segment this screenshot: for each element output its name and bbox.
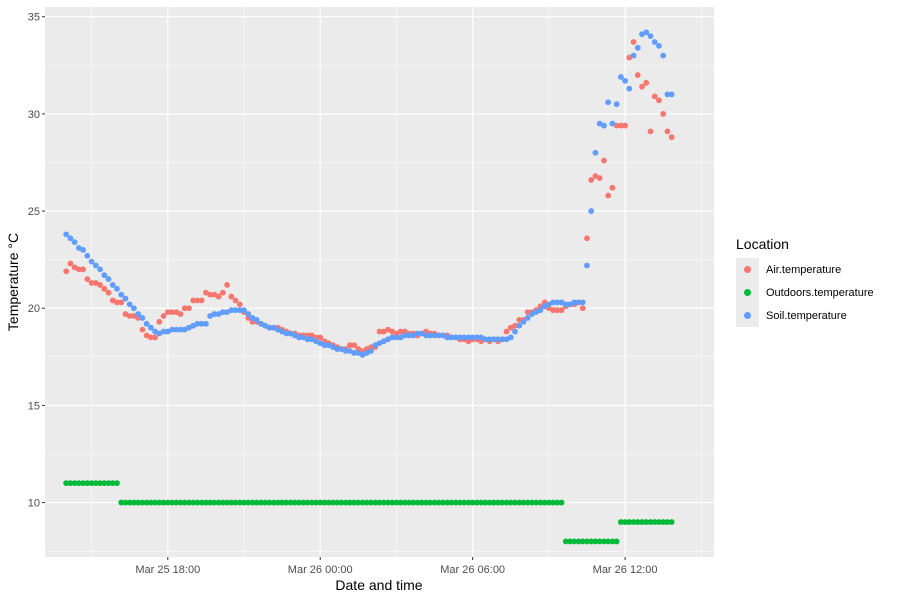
x-tick-label: Mar 25 18:00 [135, 564, 200, 576]
data-point [97, 266, 103, 272]
x-axis: Mar 25 18:00 Mar 26 00:00 Mar 26 06:00 Mar … [135, 557, 657, 576]
data-point [186, 305, 192, 311]
data-point [614, 101, 620, 107]
data-point [601, 158, 607, 164]
data-point [593, 150, 599, 156]
data-point [237, 301, 243, 307]
data-point [559, 500, 565, 506]
data-point [156, 319, 162, 325]
data-point [63, 268, 69, 274]
data-point [139, 315, 145, 321]
data-point [114, 480, 120, 486]
data-point [622, 123, 628, 129]
data-point [622, 78, 628, 84]
data-point [580, 305, 586, 311]
data-point [588, 208, 594, 214]
data-point [605, 193, 611, 199]
legend-item: Soil.temperature [736, 304, 896, 327]
legend-dot-icon [744, 266, 751, 273]
data-point [656, 97, 662, 103]
data-point [605, 99, 611, 105]
data-point [224, 282, 230, 288]
legend: Location Air.temperature Outdoors.tempera… [736, 236, 896, 327]
legend-dot-icon [744, 312, 751, 319]
legend-label: Soil.temperature [766, 310, 847, 322]
data-point [106, 276, 112, 282]
data-point [648, 33, 654, 39]
data-point [368, 348, 374, 354]
data-point [84, 253, 90, 259]
legend-key [736, 304, 759, 327]
data-point [178, 311, 184, 317]
data-point [631, 53, 637, 59]
data-point [609, 185, 615, 191]
y-axis-title: Temperature °C [5, 233, 21, 331]
x-tick-label: Mar 26 06:00 [440, 564, 505, 576]
data-point [660, 111, 666, 117]
data-point [80, 266, 86, 272]
x-axis-title: Date and time [335, 577, 422, 593]
data-point [601, 123, 607, 129]
y-tick-label: 35 [28, 12, 40, 24]
data-point [665, 128, 671, 134]
legend-title: Location [736, 236, 896, 252]
data-point [139, 327, 145, 333]
data-point [660, 53, 666, 59]
data-point [669, 134, 675, 140]
data-point [131, 305, 137, 311]
data-point [584, 263, 590, 269]
data-point [72, 239, 78, 245]
data-point [580, 300, 586, 306]
data-point [656, 43, 662, 49]
data-point [635, 45, 641, 51]
legend-label: Outdoors.temperature [766, 287, 874, 299]
data-point [584, 235, 590, 241]
y-tick-label: 20 [28, 303, 40, 315]
data-point [648, 128, 654, 134]
data-point [597, 175, 603, 181]
data-point [626, 86, 632, 92]
y-tick-label: 15 [28, 400, 40, 412]
x-tick-label: Mar 26 12:00 [593, 564, 658, 576]
y-tick-label: 25 [28, 206, 40, 218]
legend-key [736, 258, 759, 281]
data-point [643, 80, 649, 86]
y-tick-label: 10 [28, 498, 40, 510]
data-point [114, 286, 120, 292]
legend-dot-icon [744, 289, 751, 296]
legend-label: Air.temperature [766, 264, 841, 276]
data-point [508, 334, 514, 340]
data-point [609, 121, 615, 127]
data-point [669, 519, 675, 525]
data-point [199, 298, 205, 304]
data-point [631, 39, 637, 45]
y-axis: 10 15 20 25 30 35 [28, 12, 45, 510]
plot-panel [45, 7, 714, 557]
legend-item: Air.temperature [736, 258, 896, 281]
x-tick-label: Mar 26 00:00 [288, 564, 353, 576]
data-point [614, 539, 620, 545]
data-point [220, 290, 226, 296]
data-point [123, 296, 129, 302]
data-point [106, 290, 112, 296]
data-point [203, 321, 209, 327]
data-point [635, 72, 641, 78]
legend-items: Air.temperature Outdoors.temperature Soil.… [736, 258, 896, 327]
data-point [512, 329, 518, 335]
data-point [80, 247, 86, 253]
data-point [669, 92, 675, 98]
y-tick-label: 30 [28, 109, 40, 121]
legend-key [736, 281, 759, 304]
legend-item: Outdoors.temperature [736, 281, 896, 304]
